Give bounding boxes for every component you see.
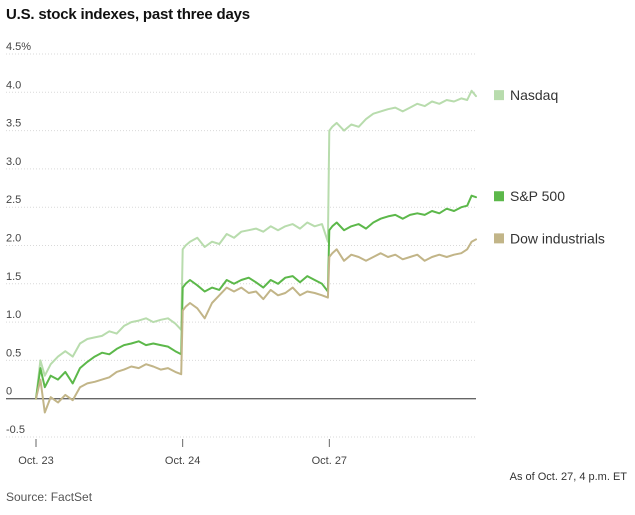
- y-tick-label: 3.5: [6, 118, 21, 130]
- legend-swatch-s-p-500: [494, 191, 504, 202]
- legend-label-nasdaq: Nasdaq: [510, 87, 558, 103]
- chart-title: U.S. stock indexes, past three days: [6, 6, 250, 23]
- y-tick-label: 2.0: [6, 233, 21, 245]
- y-tick-label: 1.5: [6, 271, 21, 283]
- legend-label-s-p-500: S&P 500: [510, 188, 565, 204]
- legend-swatch-nasdaq: [494, 90, 504, 101]
- series-line-s-p-500: [35, 194, 477, 400]
- legend: Nasdaq S&P 500 Dow industrials: [494, 87, 605, 246]
- y-tick-label: 0.5: [6, 347, 21, 359]
- y-tick-label: 0: [6, 386, 12, 398]
- x-tick-label: Oct. 27: [312, 455, 347, 467]
- x-axis-ticks: Oct. 23 Oct. 24 Oct. 27: [18, 439, 347, 467]
- source-note: Source: FactSet: [6, 490, 93, 504]
- y-tick-label: 4.0: [6, 79, 21, 91]
- x-tick-label: Oct. 23: [18, 455, 53, 467]
- legend-label-dow-industrials: Dow industrials: [510, 230, 605, 246]
- gridlines: [6, 53, 476, 438]
- y-tick-label: 1.0: [6, 309, 21, 321]
- series-line-nasdaq: [35, 89, 477, 400]
- y-tick-label: -0.5: [6, 424, 25, 436]
- y-tick-label: 2.5: [6, 194, 21, 206]
- legend-swatch-dow-industrials: [494, 233, 504, 244]
- y-tick-label: 4.5%: [6, 41, 31, 53]
- as-of-note: As of Oct. 27, 4 p.m. ET: [509, 471, 627, 483]
- y-axis-ticks: 4.5% 4.0 3.5 3.0 2.5 2.0 1.5 1.0 0.5 0 -0.5: [6, 41, 31, 436]
- series-lines: [35, 89, 477, 414]
- x-tick-label: Oct. 24: [165, 455, 200, 467]
- y-tick-label: 3.0: [6, 156, 21, 168]
- series-line-dow-industrials: [35, 238, 477, 414]
